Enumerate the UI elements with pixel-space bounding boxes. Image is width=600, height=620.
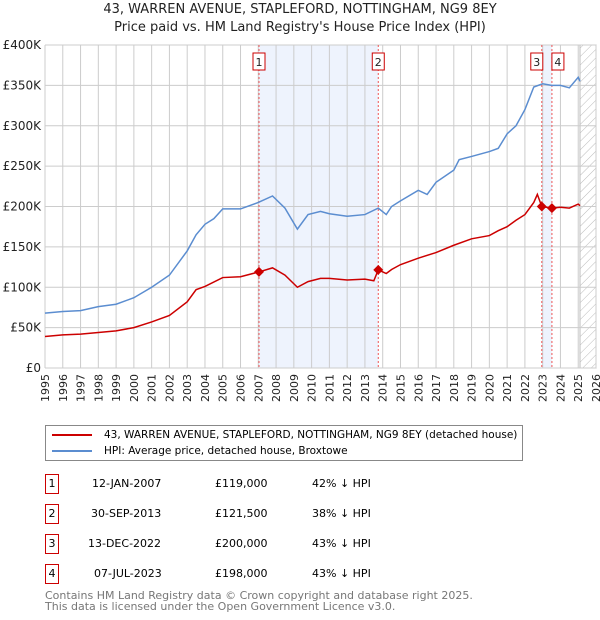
x-tick-label: 1997	[75, 374, 88, 402]
x-tick-label: 2011	[323, 374, 336, 402]
y-tick-label: £200K	[3, 200, 43, 214]
table-row: 3 13-DEC-2022 £200,000 43% ↓ HPI	[45, 534, 545, 554]
sale-hpi-diff: 38% ↓ HPI	[312, 507, 371, 520]
y-tick-label: £50K	[10, 321, 42, 335]
sale-marker-badge: 1	[45, 474, 59, 494]
chart-subtitle: Price paid vs. HM Land Registry's House …	[114, 20, 486, 35]
x-tick-label: 2019	[466, 374, 479, 402]
x-tick-label: 2022	[519, 374, 532, 402]
x-tick-label: 2016	[412, 374, 425, 402]
x-tick-label: 2023	[537, 374, 550, 402]
table-row: 2 30-SEP-2013 £121,500 38% ↓ HPI	[45, 504, 545, 524]
sale-marker-badge: 2	[45, 504, 59, 524]
x-tick-label: 2009	[288, 374, 301, 402]
sale-date: 07-JUL-2023	[94, 567, 162, 580]
y-tick-label: £0	[26, 361, 41, 375]
sale-price: £121,500	[215, 507, 268, 520]
sale-point	[373, 264, 384, 275]
sale-price: £200,000	[215, 537, 268, 550]
x-tick-label: 2004	[199, 374, 212, 402]
x-tick-label: 2013	[359, 374, 372, 402]
x-tick-label: 2001	[146, 374, 159, 402]
sale-price: £198,000	[215, 567, 268, 580]
chart-title: 43, WARREN AVENUE, STAPLEFORD, NOTTINGHA…	[103, 2, 497, 17]
x-tick-label: 2020	[483, 374, 496, 402]
x-tick-label: 2008	[270, 374, 283, 402]
sale-date: 13-DEC-2022	[88, 537, 162, 550]
sale-label: 1	[256, 56, 263, 69]
sale-point	[254, 266, 265, 277]
y-tick-label: £400K	[3, 38, 43, 52]
table-row: 1 12-JAN-2007 £119,000 42% ↓ HPI	[45, 474, 545, 494]
sale-hpi-diff: 42% ↓ HPI	[312, 477, 371, 490]
sale-hpi-diff: 43% ↓ HPI	[312, 537, 371, 550]
legend-label: HPI: Average price, detached house, Brox…	[104, 445, 348, 457]
x-tick-label: 1995	[39, 374, 52, 402]
sale-date: 30-SEP-2013	[91, 507, 162, 520]
x-tick-label: 1996	[57, 374, 70, 402]
legend-label: 43, WARREN AVENUE, STAPLEFORD, NOTTINGHA…	[104, 429, 518, 441]
x-tick-label: 2007	[252, 374, 265, 402]
x-tick-label: 2024	[554, 374, 567, 402]
sale-label-box	[371, 52, 385, 71]
x-tick-label: 2003	[181, 374, 194, 402]
legend: 43, WARREN AVENUE, STAPLEFORD, NOTTINGHA…	[45, 425, 523, 461]
y-tick-label: £150K	[3, 240, 43, 254]
y-tick-label: £300K	[3, 119, 43, 133]
x-tick-label: 2026	[590, 374, 600, 402]
sale-point	[536, 201, 547, 212]
sale-label: 2	[375, 56, 382, 69]
legend-swatch-red	[52, 434, 92, 436]
x-tick-label: 2006	[235, 374, 248, 402]
x-tick-label: 2012	[341, 374, 354, 402]
sale-marker-badge: 4	[45, 564, 59, 584]
legend-item-hpi: HPI: Average price, detached house, Brox…	[46, 443, 348, 459]
x-tick-label: 1998	[92, 374, 105, 402]
sale-hpi-diff: 43% ↓ HPI	[312, 567, 371, 580]
sale-label-box	[530, 52, 544, 71]
x-tick-label: 2025	[572, 374, 585, 402]
y-tick-label: £350K	[3, 78, 43, 92]
price-paid-line	[44, 192, 581, 338]
x-tick-label: 2005	[217, 374, 230, 402]
x-tick-label: 2002	[163, 374, 176, 402]
x-tick-label: 1999	[110, 374, 123, 402]
table-row: 4 07-JUL-2023 £198,000 43% ↓ HPI	[45, 564, 545, 584]
sale-price: £119,000	[215, 477, 268, 490]
y-tick-label: £250K	[3, 159, 43, 173]
sale-label: 4	[554, 56, 561, 69]
footer-copyright: Contains HM Land Registry data © Crown c…	[45, 589, 473, 602]
x-tick-label: 2017	[430, 374, 443, 402]
x-tick-label: 2018	[448, 374, 461, 402]
x-tick-label: 2010	[306, 374, 319, 402]
x-tick-label: 2021	[501, 374, 514, 402]
legend-swatch-blue	[52, 450, 92, 452]
hpi-line	[44, 75, 581, 314]
sale-marker-badge: 3	[45, 534, 59, 554]
sale-label-box	[551, 52, 565, 71]
y-tick-label: £100K	[3, 280, 43, 294]
x-tick-label: 2014	[377, 374, 390, 402]
sale-point	[546, 203, 557, 214]
legend-item-property: 43, WARREN AVENUE, STAPLEFORD, NOTTINGHA…	[46, 427, 517, 443]
plot-area: 1995 1996 1997 1998 1999 2000 2001 2002 2003 2004…	[3, 38, 600, 402]
footer-licence: This data is licensed under the Open Gov…	[45, 600, 396, 613]
sale-date: 12-JAN-2007	[92, 477, 162, 490]
sale-label-box	[252, 52, 266, 71]
sale-label: 3	[533, 56, 540, 69]
x-tick-label: 2000	[128, 374, 141, 402]
x-tick-label: 2015	[394, 374, 407, 402]
